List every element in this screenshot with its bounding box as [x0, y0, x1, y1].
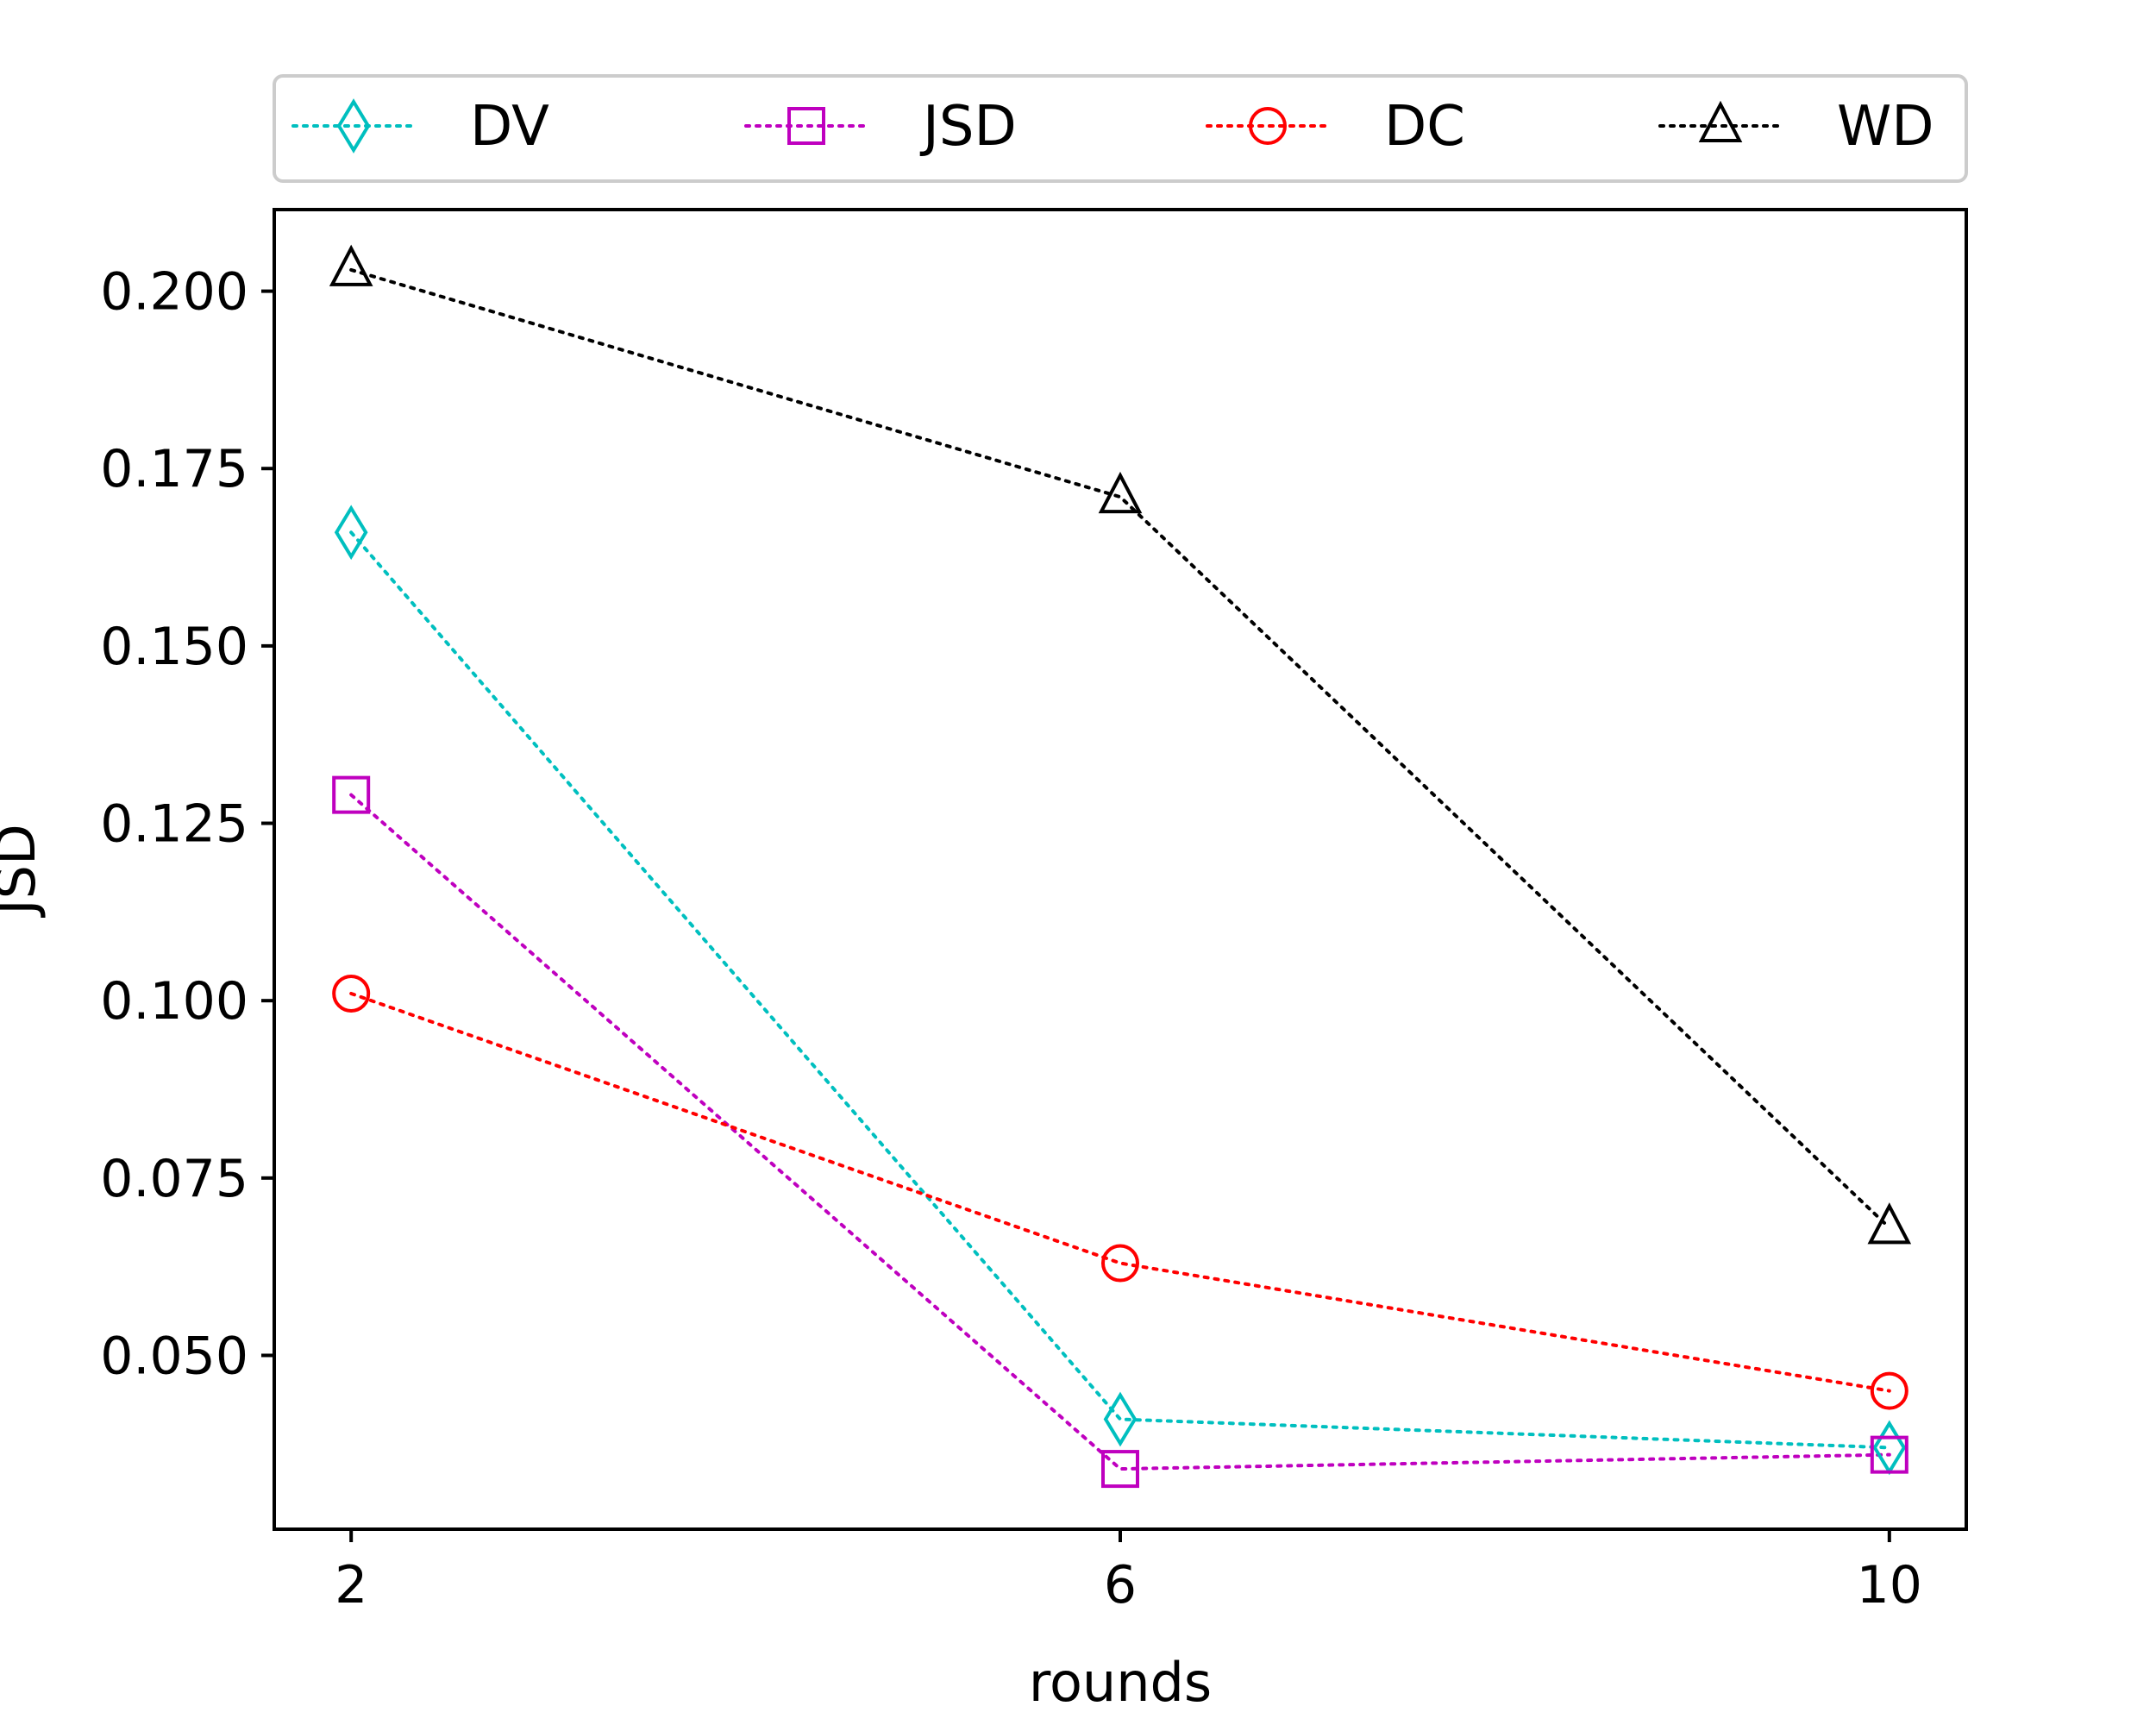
data-point-jsd [1101, 1450, 1139, 1489]
data-point-dv [334, 505, 368, 561]
series-line-wd [349, 267, 1891, 1230]
data-point-jsd [1870, 1435, 1908, 1474]
x-axis-label: rounds [1029, 1651, 1212, 1714]
y-axis-label: JSD [0, 824, 47, 918]
legend: DV JSD DC WD [273, 74, 1968, 183]
legend-marker-dv [336, 98, 371, 154]
legend-frame [273, 74, 1968, 183]
plot-frame [273, 208, 1968, 1531]
x-tick-label: 10 [1857, 1555, 1922, 1615]
x-tick-label: 2 [335, 1555, 367, 1615]
data-point-wd [1867, 1202, 1912, 1245]
data-point-dv [1103, 1391, 1138, 1447]
legend-label-dc: DC [1384, 95, 1465, 159]
series-line-jsd [349, 793, 1891, 1471]
y-tick-label: 0.050 [100, 1326, 248, 1386]
legend-marker-jsd [787, 107, 825, 145]
y-tick-label: 0.100 [100, 971, 248, 1032]
y-tick-label: 0.125 [100, 794, 248, 855]
x-axis: 2 6 10 [335, 1529, 1922, 1615]
data-point-dc [332, 974, 371, 1013]
legend-label-jsd: JSD [919, 95, 1017, 159]
y-tick-label: 0.150 [100, 617, 248, 677]
legend-label-dv: DV [470, 95, 549, 159]
series-line-dc [349, 991, 1891, 1393]
legend-marker-dc [1249, 107, 1287, 145]
y-tick-label: 0.200 [100, 262, 248, 323]
data-point-dc [1870, 1371, 1908, 1410]
y-tick-label: 0.175 [100, 439, 248, 499]
series-line-dv [349, 530, 1891, 1450]
series-markers [329, 244, 1912, 1489]
x-tick-label: 6 [1104, 1555, 1137, 1615]
legend-marker-wd [1698, 100, 1743, 142]
legend-label-wd: WD [1837, 95, 1934, 159]
data-point-dv [1872, 1420, 1907, 1476]
data-point-jsd [332, 775, 371, 814]
data-point-wd [329, 244, 373, 286]
y-axis: 0.050 0.075 0.100 0.125 0.150 0.175 0.200 [100, 262, 274, 1386]
series-lines [349, 267, 1891, 1471]
data-point-dc [1101, 1244, 1139, 1283]
y-tick-label: 0.075 [100, 1149, 248, 1209]
data-point-wd [1098, 471, 1143, 514]
